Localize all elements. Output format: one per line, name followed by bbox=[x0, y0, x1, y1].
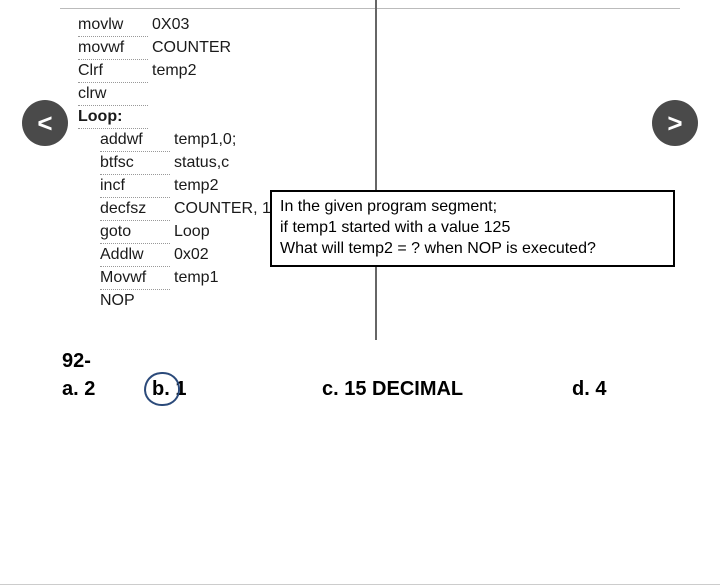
mnemonic: clrw bbox=[78, 83, 148, 106]
chevron-right-icon: > bbox=[667, 108, 682, 139]
mnemonic: btfsc bbox=[100, 152, 170, 175]
code-row: Addlw0x02 bbox=[78, 244, 271, 267]
choice-c-label: c. 15 DECIMAL bbox=[322, 378, 463, 400]
operand: temp1,0; bbox=[174, 129, 236, 151]
question-line: In the given program segment; bbox=[280, 196, 665, 217]
question-box: In the given program segment; if temp1 s… bbox=[270, 190, 675, 267]
mnemonic: Movwf bbox=[100, 267, 170, 290]
code-row: NOP bbox=[78, 290, 271, 312]
code-row: clrw bbox=[78, 83, 271, 106]
choice-a-label: a. 2 bbox=[62, 378, 95, 400]
question-line: if temp1 started with a value 125 bbox=[280, 217, 665, 238]
operand: Loop bbox=[174, 221, 210, 243]
choice-a[interactable]: a. 2 bbox=[62, 378, 152, 401]
choice-b[interactable]: b. 1 bbox=[152, 378, 322, 401]
code-row: gotoLoop bbox=[78, 221, 271, 244]
bottom-border bbox=[0, 555, 720, 585]
question-line: What will temp2 = ? when NOP is executed… bbox=[280, 238, 665, 259]
code-row: Movwftemp1 bbox=[78, 267, 271, 290]
page: < > movlw0X03movwfCOUNTERClrftemp2clrwLo… bbox=[0, 0, 720, 585]
operand: status,c bbox=[174, 152, 229, 174]
choice-d-label: d. 4 bbox=[572, 378, 606, 400]
code-row: Loop: bbox=[78, 106, 271, 129]
chevron-left-icon: < bbox=[37, 108, 52, 139]
code-block: movlw0X03movwfCOUNTERClrftemp2clrwLoop:a… bbox=[78, 14, 271, 312]
mnemonic: movwf bbox=[78, 37, 148, 60]
mnemonic: movlw bbox=[78, 14, 148, 37]
choice-c[interactable]: c. 15 DECIMAL bbox=[322, 378, 572, 401]
answer-choices: a. 2 b. 1 c. 15 DECIMAL d. 4 bbox=[62, 378, 690, 401]
mnemonic: NOP bbox=[100, 290, 170, 312]
operand: temp2 bbox=[152, 60, 196, 82]
operand: temp1 bbox=[174, 267, 218, 289]
code-row: Clrftemp2 bbox=[78, 60, 271, 83]
operand: COUNTER bbox=[152, 37, 231, 59]
question-number: 92- bbox=[62, 350, 91, 373]
top-border bbox=[60, 8, 680, 9]
mnemonic: Loop: bbox=[78, 106, 148, 129]
mnemonic: incf bbox=[100, 175, 170, 198]
code-row: movwfCOUNTER bbox=[78, 37, 271, 60]
choice-b-label: b. 1 bbox=[152, 378, 186, 400]
choice-d[interactable]: d. 4 bbox=[572, 378, 652, 401]
code-row: incftemp2 bbox=[78, 175, 271, 198]
prev-button[interactable]: < bbox=[22, 100, 68, 146]
code-row: movlw0X03 bbox=[78, 14, 271, 37]
operand: 0x02 bbox=[174, 244, 209, 266]
code-row: btfscstatus,c bbox=[78, 152, 271, 175]
operand: 0X03 bbox=[152, 14, 189, 36]
code-row: addwftemp1,0; bbox=[78, 129, 271, 152]
operand: temp2 bbox=[174, 175, 218, 197]
mnemonic: Addlw bbox=[100, 244, 170, 267]
mnemonic: Clrf bbox=[78, 60, 148, 83]
mnemonic: decfsz bbox=[100, 198, 170, 221]
operand: COUNTER, 1 bbox=[174, 198, 271, 220]
mnemonic: goto bbox=[100, 221, 170, 244]
vertical-divider bbox=[375, 0, 377, 340]
mnemonic: addwf bbox=[100, 129, 170, 152]
code-row: decfszCOUNTER, 1 bbox=[78, 198, 271, 221]
next-button[interactable]: > bbox=[652, 100, 698, 146]
